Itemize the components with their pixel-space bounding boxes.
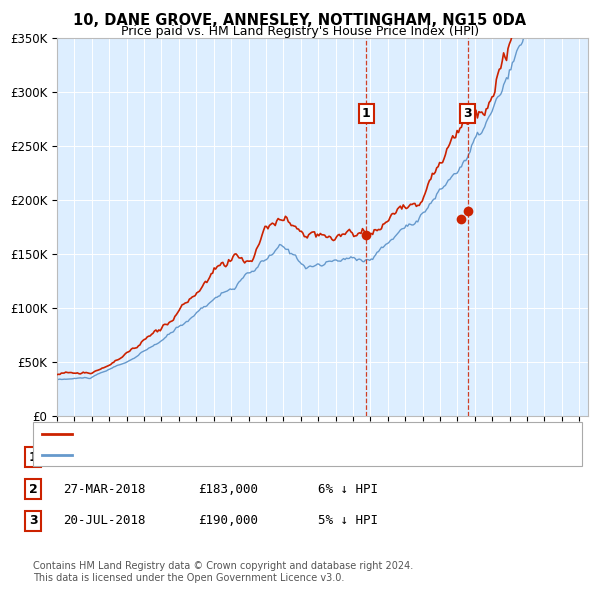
Text: 5% ↓ HPI: 5% ↓ HPI bbox=[318, 514, 378, 527]
Text: £170,000: £170,000 bbox=[198, 451, 258, 464]
Text: 1: 1 bbox=[362, 107, 370, 120]
Text: £190,000: £190,000 bbox=[198, 514, 258, 527]
Text: 1: 1 bbox=[29, 451, 37, 464]
Text: 10, DANE GROVE, ANNESLEY, NOTTINGHAM, NG15 0DA (detached house): 10, DANE GROVE, ANNESLEY, NOTTINGHAM, NG… bbox=[78, 430, 481, 439]
Text: Contains HM Land Registry data © Crown copyright and database right 2024.
This d: Contains HM Land Registry data © Crown c… bbox=[33, 561, 413, 583]
Text: HPI: Average price, detached house, Ashfield: HPI: Average price, detached house, Ashf… bbox=[78, 450, 324, 460]
Text: 10, DANE GROVE, ANNESLEY, NOTTINGHAM, NG15 0DA: 10, DANE GROVE, ANNESLEY, NOTTINGHAM, NG… bbox=[73, 13, 527, 28]
Text: 27-MAR-2018: 27-MAR-2018 bbox=[63, 483, 146, 496]
Text: £183,000: £183,000 bbox=[198, 483, 258, 496]
Text: 17% ↑ HPI: 17% ↑ HPI bbox=[318, 451, 386, 464]
Text: Price paid vs. HM Land Registry's House Price Index (HPI): Price paid vs. HM Land Registry's House … bbox=[121, 25, 479, 38]
Text: 20-JUL-2018: 20-JUL-2018 bbox=[63, 514, 146, 527]
Text: 3: 3 bbox=[463, 107, 472, 120]
Text: 6% ↓ HPI: 6% ↓ HPI bbox=[318, 483, 378, 496]
Text: 2: 2 bbox=[29, 483, 37, 496]
Text: 3: 3 bbox=[29, 514, 37, 527]
Text: 28-SEP-2012: 28-SEP-2012 bbox=[63, 451, 146, 464]
